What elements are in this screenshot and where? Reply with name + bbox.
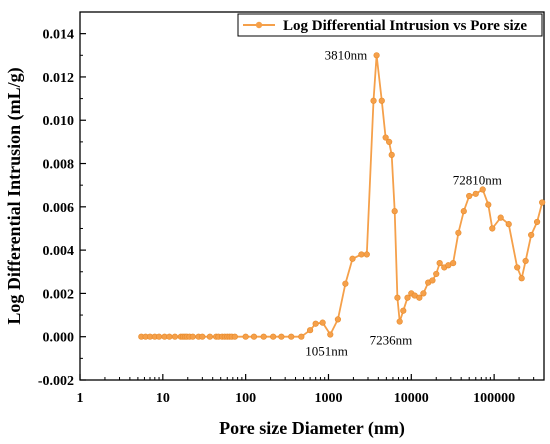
data-point	[485, 201, 492, 208]
data-point	[400, 307, 407, 314]
data-point	[514, 264, 521, 271]
series-line	[141, 54, 544, 338]
data-point	[278, 333, 285, 340]
y-tick-label: 0.008	[43, 158, 75, 173]
data-point	[497, 214, 504, 221]
data-point	[270, 333, 277, 340]
data-point	[250, 333, 258, 340]
data-point	[242, 333, 249, 340]
data-point	[358, 251, 365, 258]
data-point	[455, 229, 462, 236]
y-tick-label: 0.010	[43, 114, 75, 129]
data-point	[533, 218, 541, 226]
data-point	[472, 190, 479, 197]
data-point	[420, 290, 427, 297]
data-point	[307, 327, 314, 334]
legend: Log Differential Intrusion vs Pore size	[237, 13, 543, 37]
data-point	[489, 225, 496, 232]
annotation-layer: 3810nm 1051nm 7236nm 72810nm	[305, 47, 502, 358]
y-axis-title: Log Differential Intrusion (mL/g)	[4, 67, 25, 324]
data-point	[327, 331, 334, 338]
data-point	[334, 316, 342, 323]
peak-annotation: 7236nm	[370, 333, 413, 348]
data-point	[370, 97, 377, 104]
legend-label: Log Differential Intrusion vs Pore size	[283, 18, 527, 34]
ticks-layer: 1 10 100 1000 10000 100000 -0.002 0.000 0.002 0.0…	[38, 28, 545, 406]
x-tick-label: 1	[77, 391, 84, 406]
x-tick-label: 10	[156, 391, 170, 406]
data-point	[396, 318, 403, 325]
data-point	[460, 208, 467, 215]
data-point	[189, 333, 196, 340]
peak-annotation: 1051nm	[305, 344, 348, 359]
data-point	[505, 221, 512, 228]
data-point	[312, 320, 319, 327]
data-point	[388, 151, 395, 158]
data-point	[166, 333, 173, 340]
legend-marker	[255, 21, 263, 29]
data-point	[466, 192, 473, 200]
data-point	[298, 333, 305, 340]
x-tick-label: 1000	[314, 391, 342, 406]
data-point	[394, 294, 401, 301]
y-tick-label: 0.012	[43, 71, 75, 86]
data-point	[450, 260, 457, 267]
data-point	[528, 231, 535, 239]
data-point	[386, 138, 393, 145]
y-tick-label: 0.014	[43, 28, 75, 43]
plot-frame	[79, 11, 545, 381]
y-tick-label: 0.002	[43, 287, 75, 302]
data-point	[416, 294, 423, 301]
y-tick-label: 0.004	[43, 244, 75, 259]
data-point	[155, 333, 163, 340]
peak-annotation: 3810nm	[325, 47, 368, 62]
data-point	[539, 199, 546, 206]
x-tick-label: 10000	[394, 391, 429, 406]
data-point	[342, 280, 349, 287]
data-point	[373, 52, 380, 59]
data-point	[429, 277, 436, 284]
data-point	[171, 333, 179, 340]
series-layer	[138, 52, 546, 340]
data-point	[382, 134, 389, 141]
data-point	[319, 319, 326, 326]
data-point	[349, 255, 356, 262]
data-point	[288, 333, 295, 340]
data-point	[260, 333, 267, 340]
x-tick-label: 100000	[473, 391, 515, 406]
data-point	[522, 257, 529, 265]
data-point	[404, 294, 411, 301]
data-point	[436, 260, 443, 267]
data-point	[206, 333, 213, 340]
data-point	[479, 186, 486, 193]
data-point	[391, 208, 398, 215]
data-point	[518, 275, 525, 282]
x-tick-label: 100	[235, 391, 256, 406]
y-tick-label: 0.006	[43, 201, 75, 216]
data-point	[231, 333, 238, 340]
y-tick-label: 0.000	[43, 331, 75, 346]
data-point	[433, 270, 440, 278]
plot-border	[79, 11, 545, 381]
data-point	[378, 97, 385, 104]
legend-box	[237, 13, 543, 37]
data-point	[199, 333, 206, 340]
y-tick-label: -0.002	[38, 374, 74, 389]
peak-annotation: 72810nm	[453, 173, 502, 188]
data-point	[363, 251, 370, 258]
x-axis-title: Pore size Diameter (nm)	[219, 418, 405, 439]
